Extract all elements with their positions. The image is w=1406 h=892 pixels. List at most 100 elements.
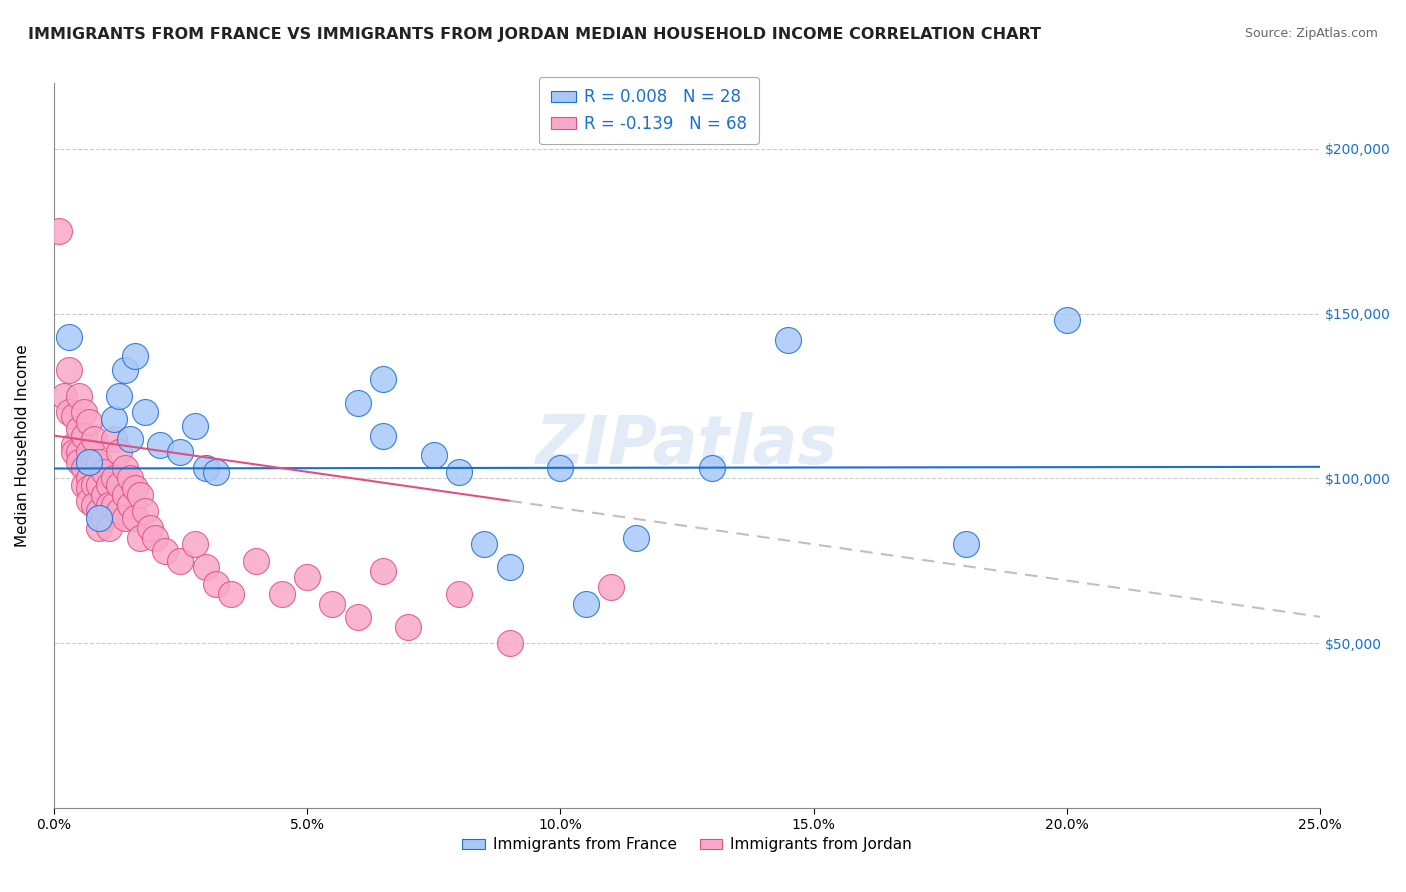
Point [52, 389, 75, 403]
Point [134, 405, 156, 419]
Point [143, 531, 166, 545]
Point [149, 438, 172, 452]
Point [77, 455, 100, 469]
Point [245, 554, 267, 568]
Point [73, 405, 96, 419]
Point [128, 488, 150, 502]
Point [295, 570, 318, 584]
Point [184, 537, 207, 551]
Point [346, 395, 368, 409]
Point [778, 333, 800, 347]
Point [98, 478, 121, 492]
Point [114, 362, 136, 376]
Point [447, 465, 470, 479]
Point [83, 432, 105, 446]
Point [58, 329, 80, 343]
Point [548, 461, 571, 475]
Point [93, 511, 115, 525]
Point [498, 560, 520, 574]
Point [73, 478, 96, 492]
Point [83, 498, 105, 512]
Point [626, 531, 648, 545]
Point [194, 461, 217, 475]
Point [89, 478, 111, 492]
Text: Source: ZipAtlas.com: Source: ZipAtlas.com [1244, 27, 1378, 40]
Point [371, 428, 394, 442]
Point [103, 412, 125, 426]
Point [77, 445, 100, 459]
Point [219, 587, 242, 601]
Point [103, 471, 125, 485]
Legend: R = 0.008   N = 28, R = -0.139   N = 68: R = 0.008 N = 28, R = -0.139 N = 68 [538, 77, 759, 145]
Point [108, 389, 131, 403]
Point [118, 471, 141, 485]
Point [93, 488, 115, 502]
Point [204, 577, 226, 591]
Point [98, 521, 121, 535]
Point [371, 564, 394, 578]
Point [1056, 313, 1078, 327]
Point [346, 609, 368, 624]
Point [73, 461, 96, 475]
Point [108, 445, 131, 459]
Point [77, 415, 100, 429]
Point [67, 455, 90, 469]
Point [103, 498, 125, 512]
Point [371, 372, 394, 386]
Point [77, 481, 100, 495]
Point [118, 498, 141, 512]
Point [422, 448, 444, 462]
Point [77, 494, 100, 508]
Point [600, 580, 623, 594]
Point [73, 428, 96, 442]
Point [169, 445, 191, 459]
Point [58, 405, 80, 419]
Point [396, 620, 419, 634]
Point [128, 531, 150, 545]
Point [114, 511, 136, 525]
Point [169, 554, 191, 568]
Point [204, 465, 226, 479]
Point [77, 471, 100, 485]
Point [63, 409, 86, 423]
Point [153, 544, 176, 558]
Point [270, 587, 292, 601]
Point [89, 504, 111, 518]
Point [114, 488, 136, 502]
Point [124, 481, 146, 495]
Point [93, 465, 115, 479]
Point [98, 498, 121, 512]
Point [124, 511, 146, 525]
Point [134, 504, 156, 518]
Point [89, 455, 111, 469]
Point [498, 636, 520, 650]
Point [58, 362, 80, 376]
Point [89, 521, 111, 535]
Text: IMMIGRANTS FROM FRANCE VS IMMIGRANTS FROM JORDAN MEDIAN HOUSEHOLD INCOME CORRELA: IMMIGRANTS FROM FRANCE VS IMMIGRANTS FRO… [28, 27, 1040, 42]
Point [63, 438, 86, 452]
Point [194, 560, 217, 574]
Point [89, 511, 111, 525]
Point [108, 478, 131, 492]
Point [702, 461, 724, 475]
Point [184, 418, 207, 433]
Text: ZIPatlas: ZIPatlas [536, 412, 838, 478]
Y-axis label: Median Household Income: Median Household Income [15, 344, 30, 547]
Point [103, 432, 125, 446]
Point [124, 350, 146, 364]
Point [67, 445, 90, 459]
Point [447, 587, 470, 601]
Point [63, 445, 86, 459]
Point [108, 504, 131, 518]
Point [114, 461, 136, 475]
Point [321, 597, 343, 611]
Point [83, 478, 105, 492]
Point [472, 537, 495, 551]
Point [955, 537, 977, 551]
Point [139, 521, 162, 535]
Point [118, 432, 141, 446]
Point [48, 224, 70, 238]
Point [83, 455, 105, 469]
Point [67, 422, 90, 436]
Point [575, 597, 598, 611]
